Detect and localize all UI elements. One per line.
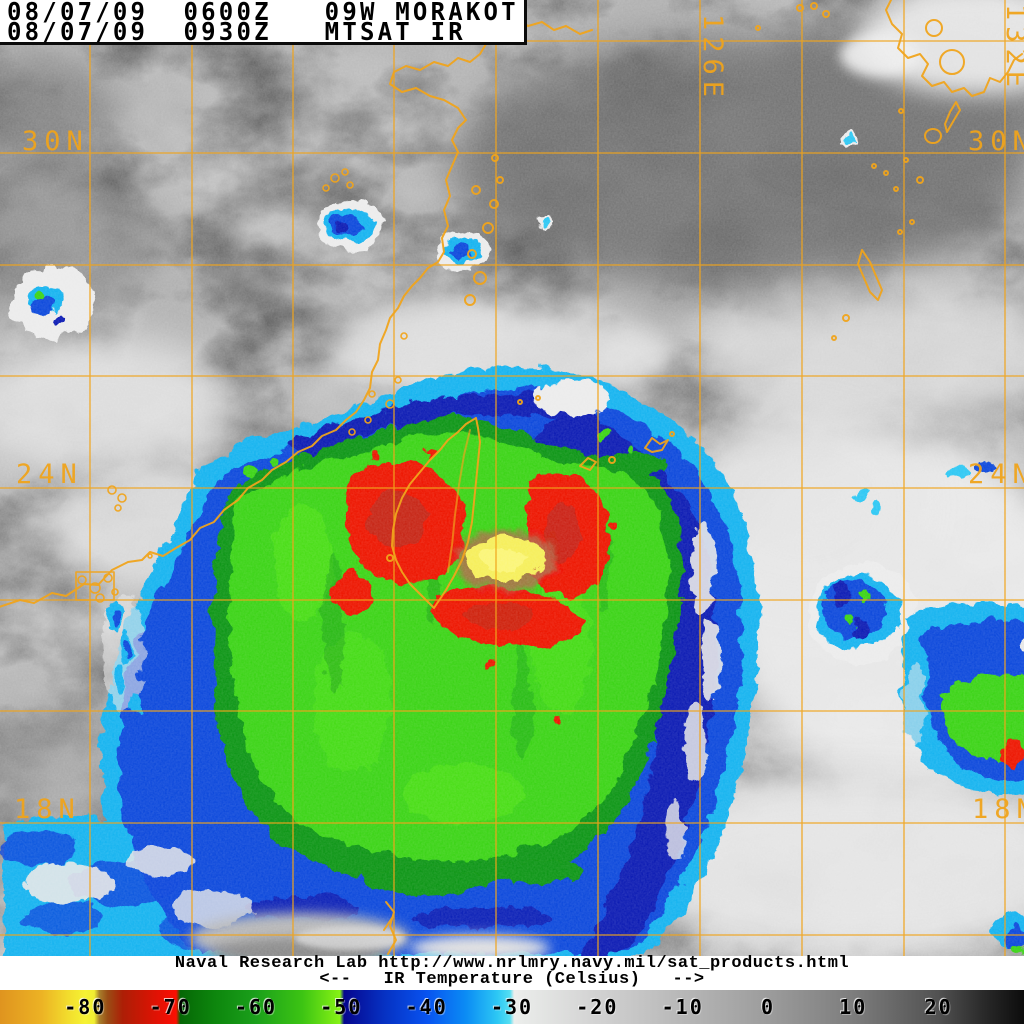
credit-text: Naval Research Lab http://www.nrlmry.nav… <box>174 954 850 973</box>
colorbar-tick: -10 <box>661 995 704 1019</box>
ir-temperature-colorbar: -80 -70 -60 -50 -40 -30 -20 -10 0 10 20 <box>0 990 1024 1024</box>
colorbar-tick: -40 <box>405 995 448 1019</box>
taiwan-east-ridge <box>447 429 471 573</box>
footer-band: Naval Research Lab http://www.nrlmry.nav… <box>0 954 1024 990</box>
colorbar-tick: -70 <box>149 995 192 1019</box>
sensor-grain <box>0 0 1024 956</box>
zhoushan-islands <box>464 154 504 306</box>
timestamp-line-1: 08/07/09 0600Z 09W MORAKOT <box>7 0 519 27</box>
kyushu-japan <box>755 0 1023 192</box>
colorbar-tick: 20 <box>924 995 953 1019</box>
colorbar-tick: 0 <box>760 995 776 1019</box>
colorbar-tick: -50 <box>320 995 363 1019</box>
graticule-lines <box>0 0 1024 956</box>
colorbar-tick: -20 <box>576 995 619 1019</box>
luzon-coast <box>383 901 397 955</box>
china-coastline <box>0 119 467 608</box>
lat-label-18n-right: 18N <box>972 794 1024 825</box>
ryukyu-islands <box>579 176 924 471</box>
colorbar-tick: -80 <box>64 995 107 1019</box>
colorbar-tick: -60 <box>234 995 278 1019</box>
penghu-island <box>386 554 394 562</box>
lat-label-30n-right: 30N <box>968 126 1024 157</box>
graticule-labels: 30N 30N 24N 24N 18N 18N 126E 132E <box>14 4 1024 825</box>
lon-label-126e: 126E <box>697 14 728 103</box>
lat-label-24n-right: 24N <box>968 459 1024 490</box>
taiwan-coastline <box>391 417 481 609</box>
lat-label-24n-left: 24N <box>16 459 83 490</box>
colorbar-tick: 10 <box>839 995 868 1019</box>
timestamp-line-2: 08/07/09 0930Z MTSAT IR <box>7 17 466 47</box>
lon-label-132e: 132E <box>1000 4 1024 93</box>
lat-label-18n-left: 18N <box>14 794 81 825</box>
colorbar-tick: -30 <box>490 995 534 1019</box>
colorbar-caption: <-- IR Temperature (Celsius) --> <box>319 970 705 989</box>
lat-label-30n-left: 30N <box>22 126 89 157</box>
timestamp-overlay: 08/07/09 0600Z 09W MORAKOT 08/07/09 0930… <box>0 0 527 45</box>
coastlines <box>0 0 1023 955</box>
